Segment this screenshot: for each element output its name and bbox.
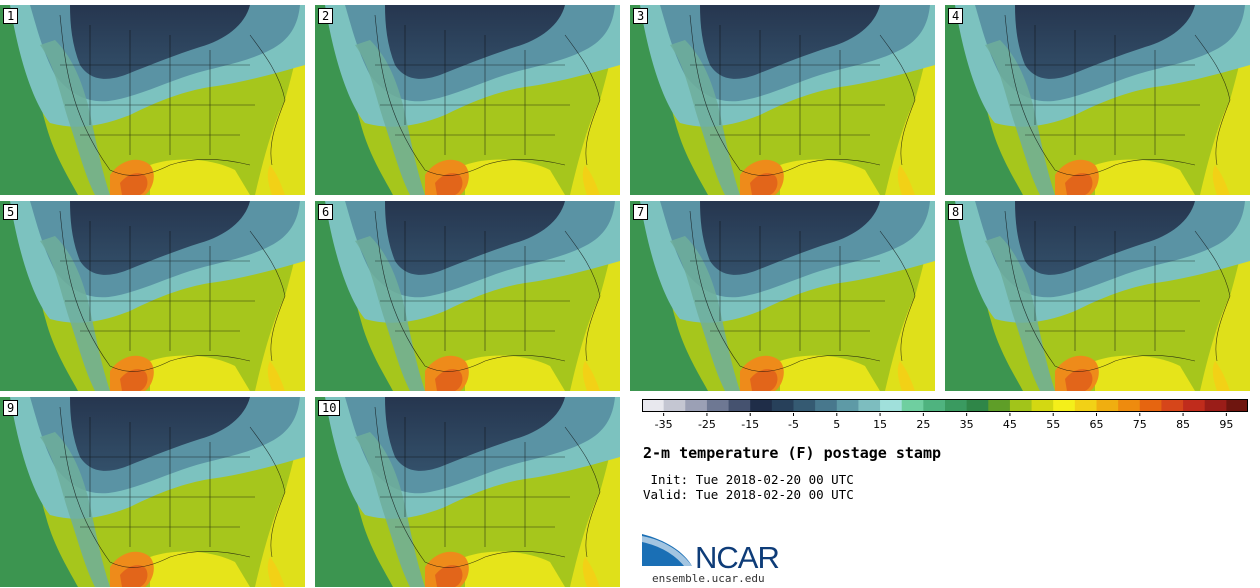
panel-10: 10 bbox=[315, 397, 620, 587]
colorbar-bin bbox=[901, 399, 924, 412]
panel-1: 1 bbox=[0, 5, 305, 195]
temperature-map bbox=[945, 5, 1250, 195]
ncar-logo: NCAR ensemble.ucar.edu bbox=[642, 532, 792, 588]
colorbar-tick-label: 35 bbox=[960, 418, 974, 431]
panel-number-label: 10 bbox=[318, 400, 341, 416]
panel-8: 8 bbox=[945, 201, 1250, 391]
colorbar-frame bbox=[642, 399, 1248, 412]
colorbar-bin bbox=[1096, 399, 1119, 412]
panel-number-label: 7 bbox=[633, 204, 649, 220]
panel-number-label: 8 bbox=[948, 204, 964, 220]
ncar-swoosh-icon bbox=[642, 534, 692, 566]
panel-2: 2 bbox=[315, 5, 620, 195]
colorbar-bin bbox=[1031, 399, 1054, 412]
colorbar-bin bbox=[1009, 399, 1033, 412]
colorbar-bin bbox=[685, 399, 708, 412]
panel-5: 5 bbox=[0, 201, 305, 391]
colorbar-tick-label: 65 bbox=[1090, 418, 1104, 431]
panel-number-label: 6 bbox=[318, 204, 334, 220]
valid-time: Valid: Tue 2018-02-20 00 UTC bbox=[643, 487, 854, 502]
colorbar-bin bbox=[988, 399, 1011, 412]
colorbar-bin bbox=[728, 399, 751, 412]
colorbar-tick-label: 15 bbox=[873, 418, 887, 431]
temperature-map bbox=[0, 397, 305, 587]
colorbar-bin bbox=[1053, 399, 1076, 412]
colorbar-tick-label: -5 bbox=[788, 418, 799, 431]
panel-4: 4 bbox=[945, 5, 1250, 195]
ncar-url: ensemble.ucar.edu bbox=[652, 572, 765, 585]
colorbar-tick-label: -35 bbox=[655, 418, 673, 431]
colorbar-bin bbox=[923, 399, 946, 412]
valid-label: Valid: bbox=[643, 487, 689, 502]
panel-number-label: 9 bbox=[3, 400, 19, 416]
colorbar-bin bbox=[836, 399, 859, 412]
colorbar-bin bbox=[880, 399, 903, 412]
colorbar-bin bbox=[1204, 399, 1227, 412]
figure-title: 2-m temperature (F) postage stamp bbox=[643, 444, 942, 462]
temperature-map bbox=[0, 201, 305, 391]
panel-number-label: 5 bbox=[3, 204, 19, 220]
colorbar-tick-label: 95 bbox=[1219, 418, 1233, 431]
colorbar-bin bbox=[1226, 399, 1248, 412]
colorbar-tick-label: 25 bbox=[916, 418, 930, 431]
colorbar-bin bbox=[945, 399, 968, 412]
colorbar-bin bbox=[966, 399, 989, 412]
ncar-logo-text: NCAR bbox=[695, 540, 780, 575]
temperature-map bbox=[630, 5, 935, 195]
temperature-map bbox=[315, 5, 620, 195]
colorbar-bin bbox=[858, 399, 881, 412]
panel-3: 3 bbox=[630, 5, 935, 195]
temperature-map bbox=[0, 5, 305, 195]
init-value: Tue 2018-02-20 00 UTC bbox=[695, 472, 854, 487]
panel-6: 6 bbox=[315, 201, 620, 391]
colorbar-tick-label: -25 bbox=[698, 418, 716, 431]
temperature-map bbox=[315, 201, 620, 391]
temperature-map bbox=[315, 397, 620, 587]
temperature-map bbox=[630, 201, 935, 391]
valid-value: Tue 2018-02-20 00 UTC bbox=[695, 487, 854, 502]
panel-number-label: 1 bbox=[3, 8, 19, 24]
init-label: Init: bbox=[643, 472, 689, 487]
colorbar-bin bbox=[793, 399, 816, 412]
colorbar-tick-label: 45 bbox=[1003, 418, 1017, 431]
panel-number-label: 3 bbox=[633, 8, 649, 24]
colorbar-tick-label: 5 bbox=[833, 418, 840, 431]
colorbar bbox=[642, 399, 1248, 412]
colorbar-bin bbox=[1161, 399, 1184, 412]
colorbar-bin bbox=[1118, 399, 1141, 412]
panel-9: 9 bbox=[0, 397, 305, 587]
colorbar-bin bbox=[1183, 399, 1206, 412]
colorbar-tick-labels: -35-25-15-55152535455565758595105115 bbox=[655, 413, 1233, 431]
colorbar-bin bbox=[642, 399, 665, 412]
colorbar-tick-label: 75 bbox=[1133, 418, 1147, 431]
panel-number-label: 4 bbox=[948, 8, 964, 24]
init-time: Init: Tue 2018-02-20 00 UTC bbox=[643, 472, 854, 487]
colorbar-bin bbox=[706, 399, 730, 412]
colorbar-bin bbox=[815, 399, 838, 412]
colorbar-bin bbox=[771, 399, 794, 412]
colorbar-tick-label: -15 bbox=[741, 418, 759, 431]
panel-number-label: 2 bbox=[318, 8, 334, 24]
colorbar-bin bbox=[750, 399, 773, 412]
colorbar-bin bbox=[1074, 399, 1097, 412]
colorbar-tick-label: 55 bbox=[1046, 418, 1060, 431]
colorbar-bin bbox=[1139, 399, 1162, 412]
colorbar-tick-label: 85 bbox=[1176, 418, 1190, 431]
colorbar-bin bbox=[663, 399, 686, 412]
temperature-map bbox=[945, 201, 1250, 391]
panel-7: 7 bbox=[630, 201, 935, 391]
